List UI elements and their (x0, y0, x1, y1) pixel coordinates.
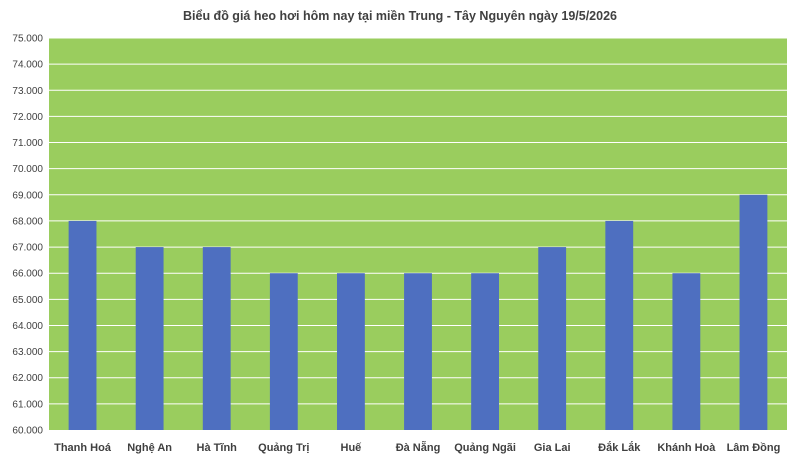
y-tick-label: 68.000 (12, 216, 43, 227)
y-tick-label: 65.000 (12, 295, 43, 306)
bar (605, 220, 634, 430)
y-tick-label: 62.000 (12, 373, 43, 384)
bar (538, 247, 567, 430)
bar (404, 273, 432, 430)
bar (672, 273, 701, 430)
x-tick-label: Huế (341, 442, 363, 454)
bars (68, 194, 768, 430)
bar (471, 273, 500, 430)
x-tick-label: Quảng Trị (258, 442, 309, 454)
x-tick-label: Khánh Hoà (657, 442, 716, 454)
bar (739, 194, 768, 430)
y-tick-label: 67.000 (12, 243, 43, 254)
bar (269, 273, 298, 430)
bar (202, 247, 231, 430)
y-tick-label: 63.000 (12, 347, 43, 358)
x-tick-label: Nghệ An (127, 442, 172, 454)
y-axis: 60.000 61.000 62.000 63.000 64.000 65.000 66.0… (12, 34, 43, 437)
chart-title: Biểu đồ giá heo hơi hôm nay tại miền Tru… (183, 9, 617, 23)
x-tick-label: Lâm Đồng (727, 442, 781, 454)
x-tick-label: Quảng Ngãi (454, 442, 516, 454)
y-tick-label: 75.000 (12, 34, 43, 45)
x-tick-label: Thanh Hoá (54, 442, 112, 454)
x-axis: Thanh Hoá Nghệ An Hà Tĩnh Quảng Trị Huế Đà Nẵ… (54, 441, 780, 454)
y-tick-label: 71.000 (12, 138, 43, 149)
bar (135, 247, 164, 430)
y-tick-label: 74.000 (12, 60, 43, 71)
y-tick-label: 64.000 (12, 321, 43, 332)
y-tick-label: 69.000 (12, 190, 43, 201)
gridlines (49, 37, 787, 405)
bar (336, 273, 365, 430)
x-tick-label: Đắk Lắk (598, 441, 641, 454)
y-tick-label: 60.000 (12, 426, 43, 437)
y-tick-label: 61.000 (12, 399, 43, 410)
y-tick-label: 73.000 (12, 86, 43, 97)
x-tick-label: Gia Lai (534, 442, 571, 454)
bar (68, 220, 97, 430)
x-tick-label: Đà Nẵng (396, 441, 441, 454)
y-tick-label: 72.000 (12, 112, 43, 123)
y-tick-label: 66.000 (12, 269, 43, 280)
y-tick-label: 70.000 (12, 164, 43, 175)
x-tick-label: Hà Tĩnh (197, 442, 238, 454)
